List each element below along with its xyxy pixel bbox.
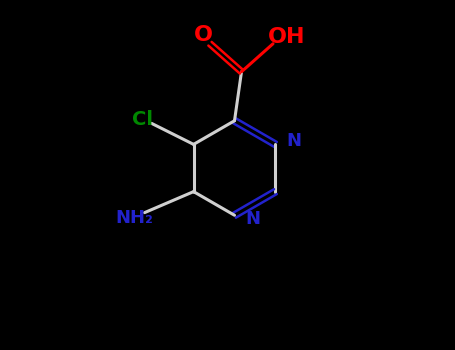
Text: NH₂: NH₂ [115, 209, 153, 227]
Text: O: O [193, 25, 212, 45]
Text: N: N [286, 132, 301, 150]
Text: Cl: Cl [132, 110, 153, 130]
Text: N: N [245, 210, 260, 228]
Text: OH: OH [268, 27, 306, 47]
